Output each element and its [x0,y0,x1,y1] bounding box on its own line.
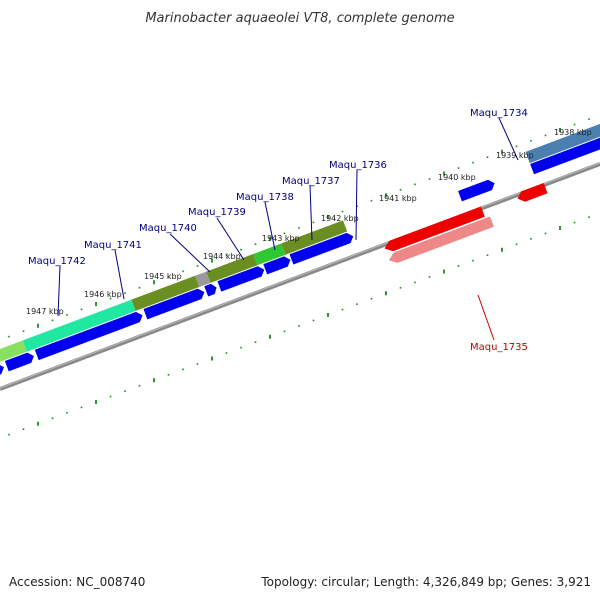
gene-label: Maqu_1742 [28,256,86,267]
genome-summary-text: Topology: circular; Length: 4,326,849 bp… [260,575,591,589]
kbp-label: 1940 kbp [438,173,476,182]
leader-line [169,233,211,273]
forward-gene-arrow [0,363,5,388]
forward-gene-arrow [204,283,217,297]
forward-gene-arrow [34,311,143,361]
kbp-axis-labels: 1938 kbp 1939 kbp 1940 kbp 1941 kbp 1942… [26,128,592,316]
feature-band-green [253,243,286,266]
genome-backbone-highlight [0,162,600,389]
accession-text: Accession: NC_008740 [9,575,145,589]
gene-label: Maqu_1736 [329,160,387,171]
leader-line [114,249,125,300]
feature-band-olive-3 [281,220,348,255]
feature-band-graychip [195,271,211,288]
tick-tracks [8,118,590,436]
reverse-feature-bar [388,216,494,263]
leader-line [57,265,61,317]
forward-gene-arrow [289,232,354,265]
gene-label: Maqu_1738 [236,192,294,203]
forward-gene-arrow [458,179,495,202]
feature-strip [0,120,600,388]
forward-gene-arrow [530,134,600,175]
leader-line [264,201,276,251]
kbp-label: 1939 kbp [496,151,534,160]
forward-gene-arrow [263,256,291,275]
reverse-gene-arrow [384,206,485,252]
feature-band-steelblue [525,120,600,164]
map-title: Marinobacter aquaeolei VT8, complete gen… [145,11,454,26]
leader-line [498,117,519,161]
kbp-label: 1947 kbp [26,307,64,316]
feature-band-olive [131,275,200,311]
leader-line [477,294,495,341]
feature-band-teal [22,299,136,352]
kbp-label: 1941 kbp [379,194,417,203]
gene-label: Maqu_1737 [282,176,340,187]
gene-label: Maqu_1740 [139,223,197,234]
kbp-label: 1938 kbp [554,128,592,137]
feature-band-olive-2 [206,254,258,283]
gene-label: Maqu_1735 [470,342,528,353]
leader-line [309,184,313,241]
kbp-label: 1944 kbp [203,252,241,261]
forward-gene-arrow [217,266,265,292]
leader-line [216,217,245,261]
kbp-label: 1942 kbp [321,214,359,223]
gene-label: Maqu_1739 [188,207,246,218]
forward-gene-arrow [4,352,34,372]
reverse-gene-arrow [517,182,548,202]
gene-label: Maqu_1734 [470,108,528,119]
feature-band-lightgreen [0,340,28,362]
genome-backbone [0,162,600,391]
gene-labels: Maqu_1734 Maqu_1735 Maqu_1736 Maqu_1737 … [28,108,528,353]
kbp-label: 1945 kbp [144,272,182,281]
kbp-label: 1943 kbp [262,234,300,243]
gene-label-leaders [57,117,519,341]
leader-line [355,169,358,241]
gene-label: Maqu_1741 [84,240,142,251]
kbp-label: 1946 kbp [84,290,122,299]
forward-gene-arrow [143,288,205,320]
